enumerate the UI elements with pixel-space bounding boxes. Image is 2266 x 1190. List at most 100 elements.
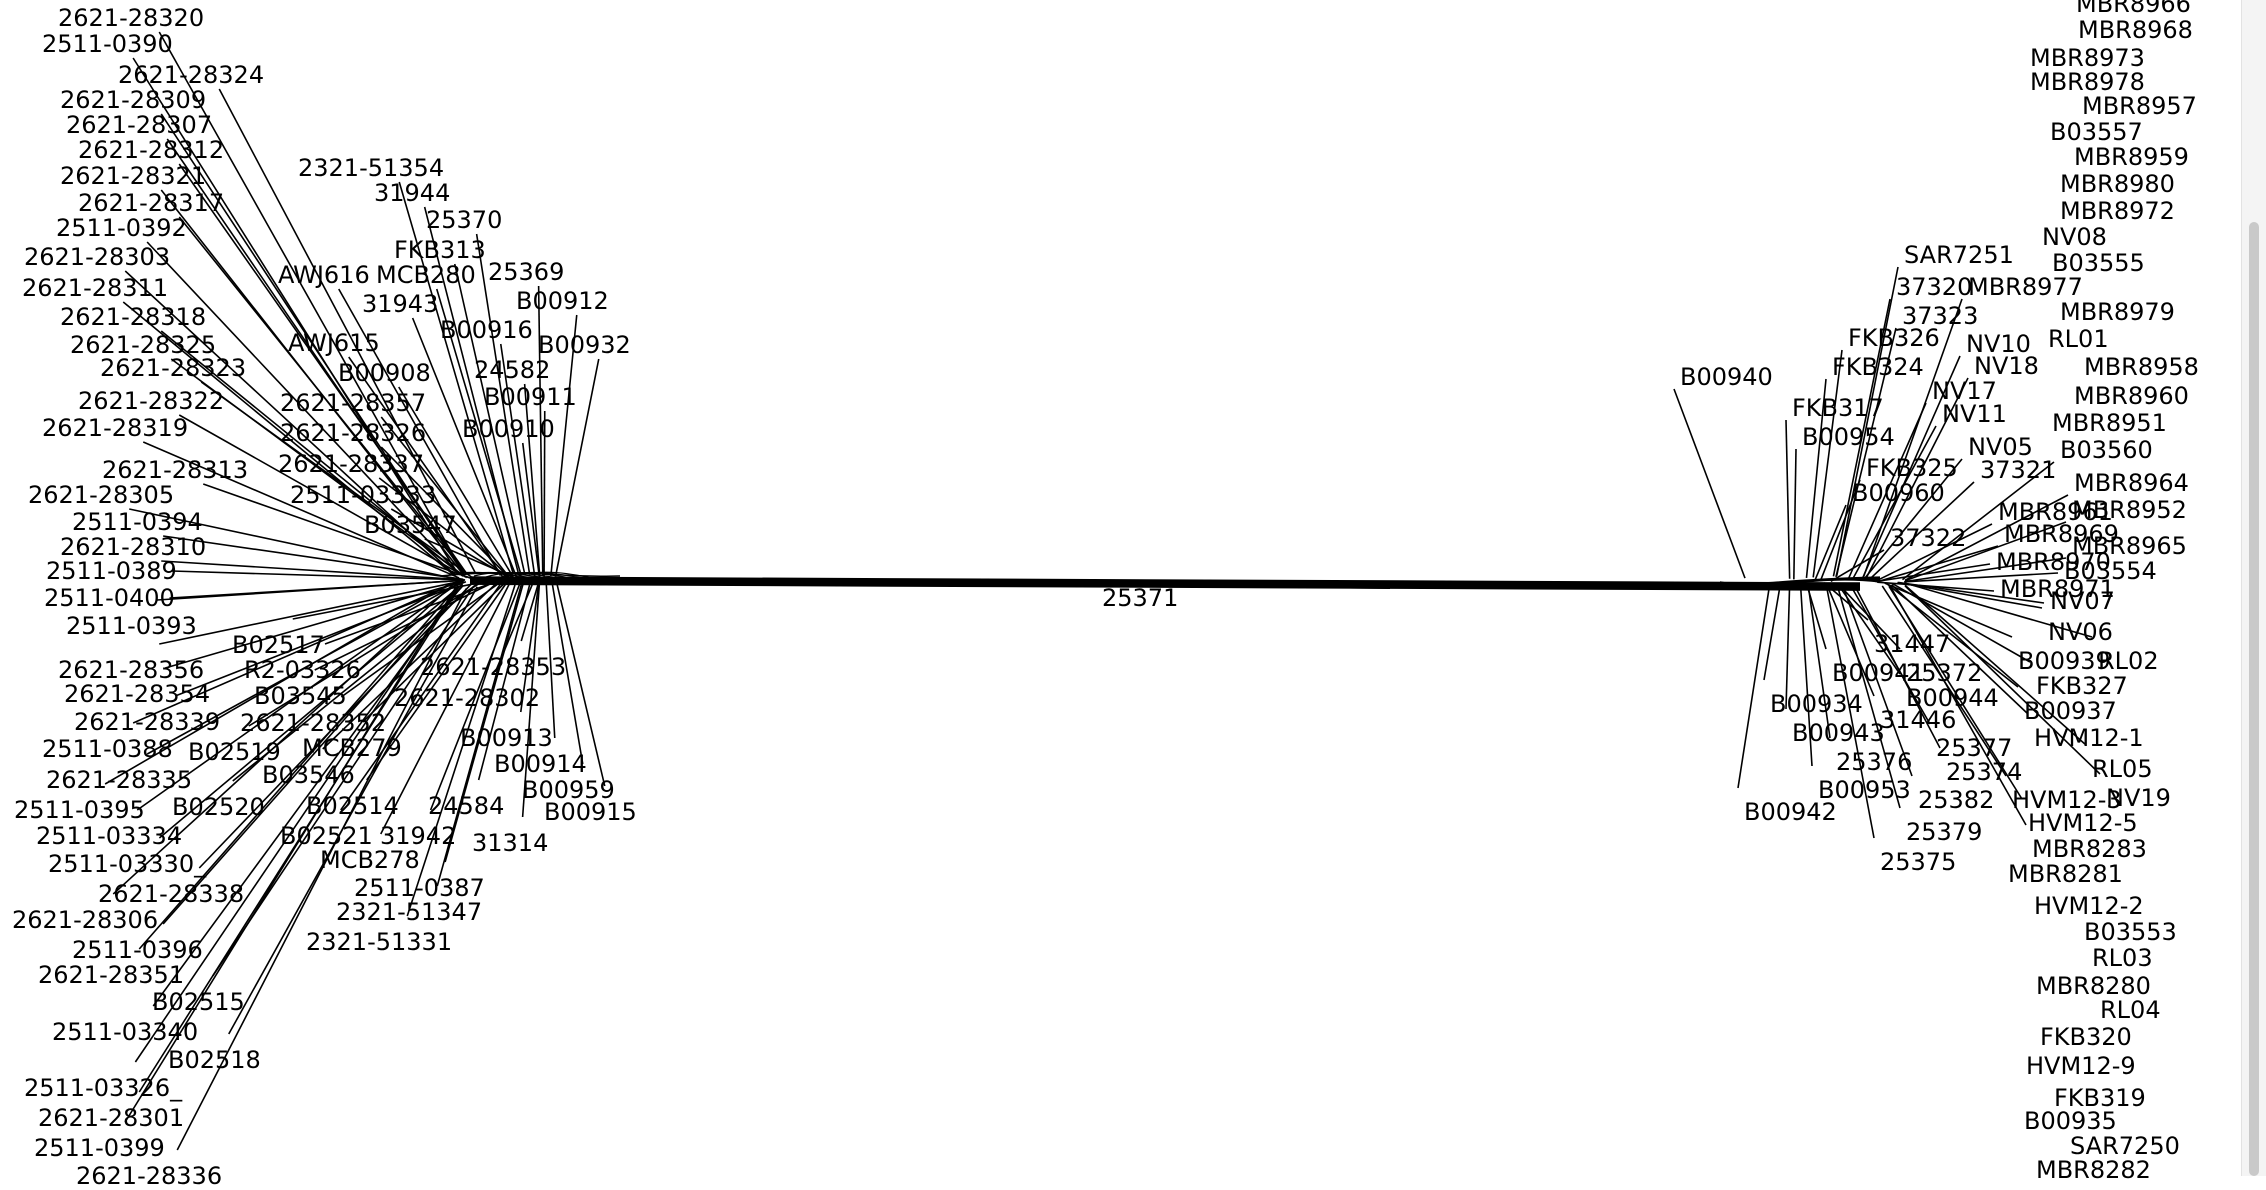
right-leaf-edge [1876,523,1993,582]
left-taxon-label: R2-03326 [244,656,361,684]
left-leaf-edge [554,358,600,577]
central-split-edge [469,576,1861,584]
right-taxon-label: RL03 [2092,944,2153,972]
right-taxon-label: B00939 [2018,647,2111,675]
right-leaf-edge [1904,584,2087,746]
left-taxon-label: B00911 [484,383,577,411]
left-leaf-edge [171,570,466,581]
left-taxon-label: 2621-28336 [76,1162,223,1190]
right-taxon-label: MBR8280 [2036,972,2151,1000]
right-taxon-label: MBR8977 [1968,273,2083,301]
left-taxon-label: 2621-28309 [60,86,207,114]
left-taxon-label: 2511-03334 [36,822,183,850]
right-leaf-edge [1897,581,2043,609]
left-taxon-label: 2511-03340 [52,1018,199,1046]
left-taxon-label: 2511-0395 [14,796,145,824]
left-leaf-edge [340,582,502,811]
right-leaf-edge [1865,377,1969,579]
left-taxon-label: 2621-28320 [58,4,205,32]
right-taxon-label: B03555 [2052,249,2145,277]
left-leaf-edge [444,584,524,863]
right-leaf-edge [1841,585,1913,777]
left-taxon-label: FKB313 [394,236,486,264]
left-taxon-label: 2621-28312 [78,136,225,164]
left-taxon-label: MCB280 [376,261,476,289]
right-taxon-label: B00960 [1852,479,1945,507]
right-taxon-label: NV18 [1974,352,2039,380]
left-leaf-edge [178,216,468,576]
left-taxon-label: 2621-28319 [42,414,189,442]
right-taxon-label: B03560 [2060,436,2153,464]
left-taxon-label: B02514 [306,792,399,820]
right-taxon-label: MBR8964 [2074,469,2189,497]
left-taxon-label: 2621-28313 [102,456,249,484]
left-taxon-label: B02520 [172,793,265,821]
right-taxon-label: FKB324 [1832,353,1924,381]
right-taxon-label: B00944 [1906,684,1999,712]
scrollbar-thumb[interactable] [2249,222,2259,1176]
left-leaf-edge [543,410,546,578]
right-leaf-edge [1904,557,2067,583]
left-taxon-label: 31943 [362,290,439,318]
left-taxon-label: 2321-51347 [336,898,483,926]
left-taxon-label: 2511-03330_ [48,850,207,878]
right-taxon-label: MBR8282 [2036,1156,2151,1184]
left-taxon-label: 31944 [374,179,451,207]
right-taxon-label: NV17 [1932,377,1997,405]
right-taxon-label: B03554 [2064,557,2157,585]
left-taxon-label: 2321-51354 [298,154,445,182]
left-taxon-label: 2511-0392 [56,214,187,242]
reticulation-edge [509,571,621,584]
right-taxon-label: SAR7251 [1904,241,2014,269]
right-taxon-label: 25377 [1936,734,2013,762]
left-taxon-label: 2511-0400 [44,584,175,612]
right-taxon-label: 37320 [1896,273,1973,301]
left-leaf-edge [124,587,456,1123]
right-taxon-label: 37322 [1890,524,1967,552]
left-leaf-edge [398,386,514,578]
left-taxon-label: B00914 [494,750,587,778]
left-leaf-edge [435,288,523,576]
left-leaf-edge [138,585,459,950]
central-split-edge [469,579,1861,588]
right-taxon-label: NV10 [1966,330,2031,358]
vertical-scrollbar[interactable] [2241,0,2266,1176]
right-taxon-label: HVM12-5 [2028,809,2138,837]
left-taxon-label: B02521 [280,822,373,850]
left-taxon-label: 2511-03333 [290,481,437,509]
right-leaf-edge [1868,481,1975,581]
left-taxon-label: 2621-28311 [22,274,169,302]
right-taxon-label: MBR8970 [1996,548,2111,576]
right-taxon-label: MBR8971 [2000,575,2115,603]
left-taxon-label: 31314 [472,829,549,857]
left-leaf-edge [520,580,540,642]
left-leaf-edge [555,582,606,787]
left-taxon-label: 2621-28303 [24,243,171,271]
left-leaf-edge [132,57,458,573]
central-split-edge [469,583,1861,591]
left-taxon-label: 2621-28305 [28,481,175,509]
left-taxon-label: AWJ615 [288,329,380,357]
left-leaf-edge [519,581,540,713]
left-taxon-label: B00915 [544,798,637,826]
right-taxon-label: RL05 [2092,755,2153,783]
left-leaf-edge [406,584,516,917]
right-taxon-label: B03553 [2084,918,2177,946]
left-taxon-label: 2621-28351 [38,961,185,989]
right-leaf-edge [1890,584,2029,715]
left-leaf-edge [521,583,541,818]
right-taxon-label: B00940 [1680,363,1773,391]
left-taxon-label: 2511-0399 [34,1134,165,1162]
left-taxon-label: B00916 [440,316,533,344]
left-taxon-label: AWJ616 [278,261,370,289]
left-taxon-label: B00913 [460,724,553,752]
left-leaf-edge [545,582,556,739]
left-leaf-edge [362,581,507,723]
right-taxon-label: HVM12-3 [2012,786,2122,814]
right-taxon-label: MBR8951 [2052,409,2167,437]
central-split-edge [469,577,1861,585]
right-taxon-label: MBR8952 [2072,496,2187,524]
left-taxon-label: B02517 [232,631,325,659]
right-taxon-label: MBR8972 [2060,197,2175,225]
left-taxon-label: 2321-51331 [306,928,453,956]
